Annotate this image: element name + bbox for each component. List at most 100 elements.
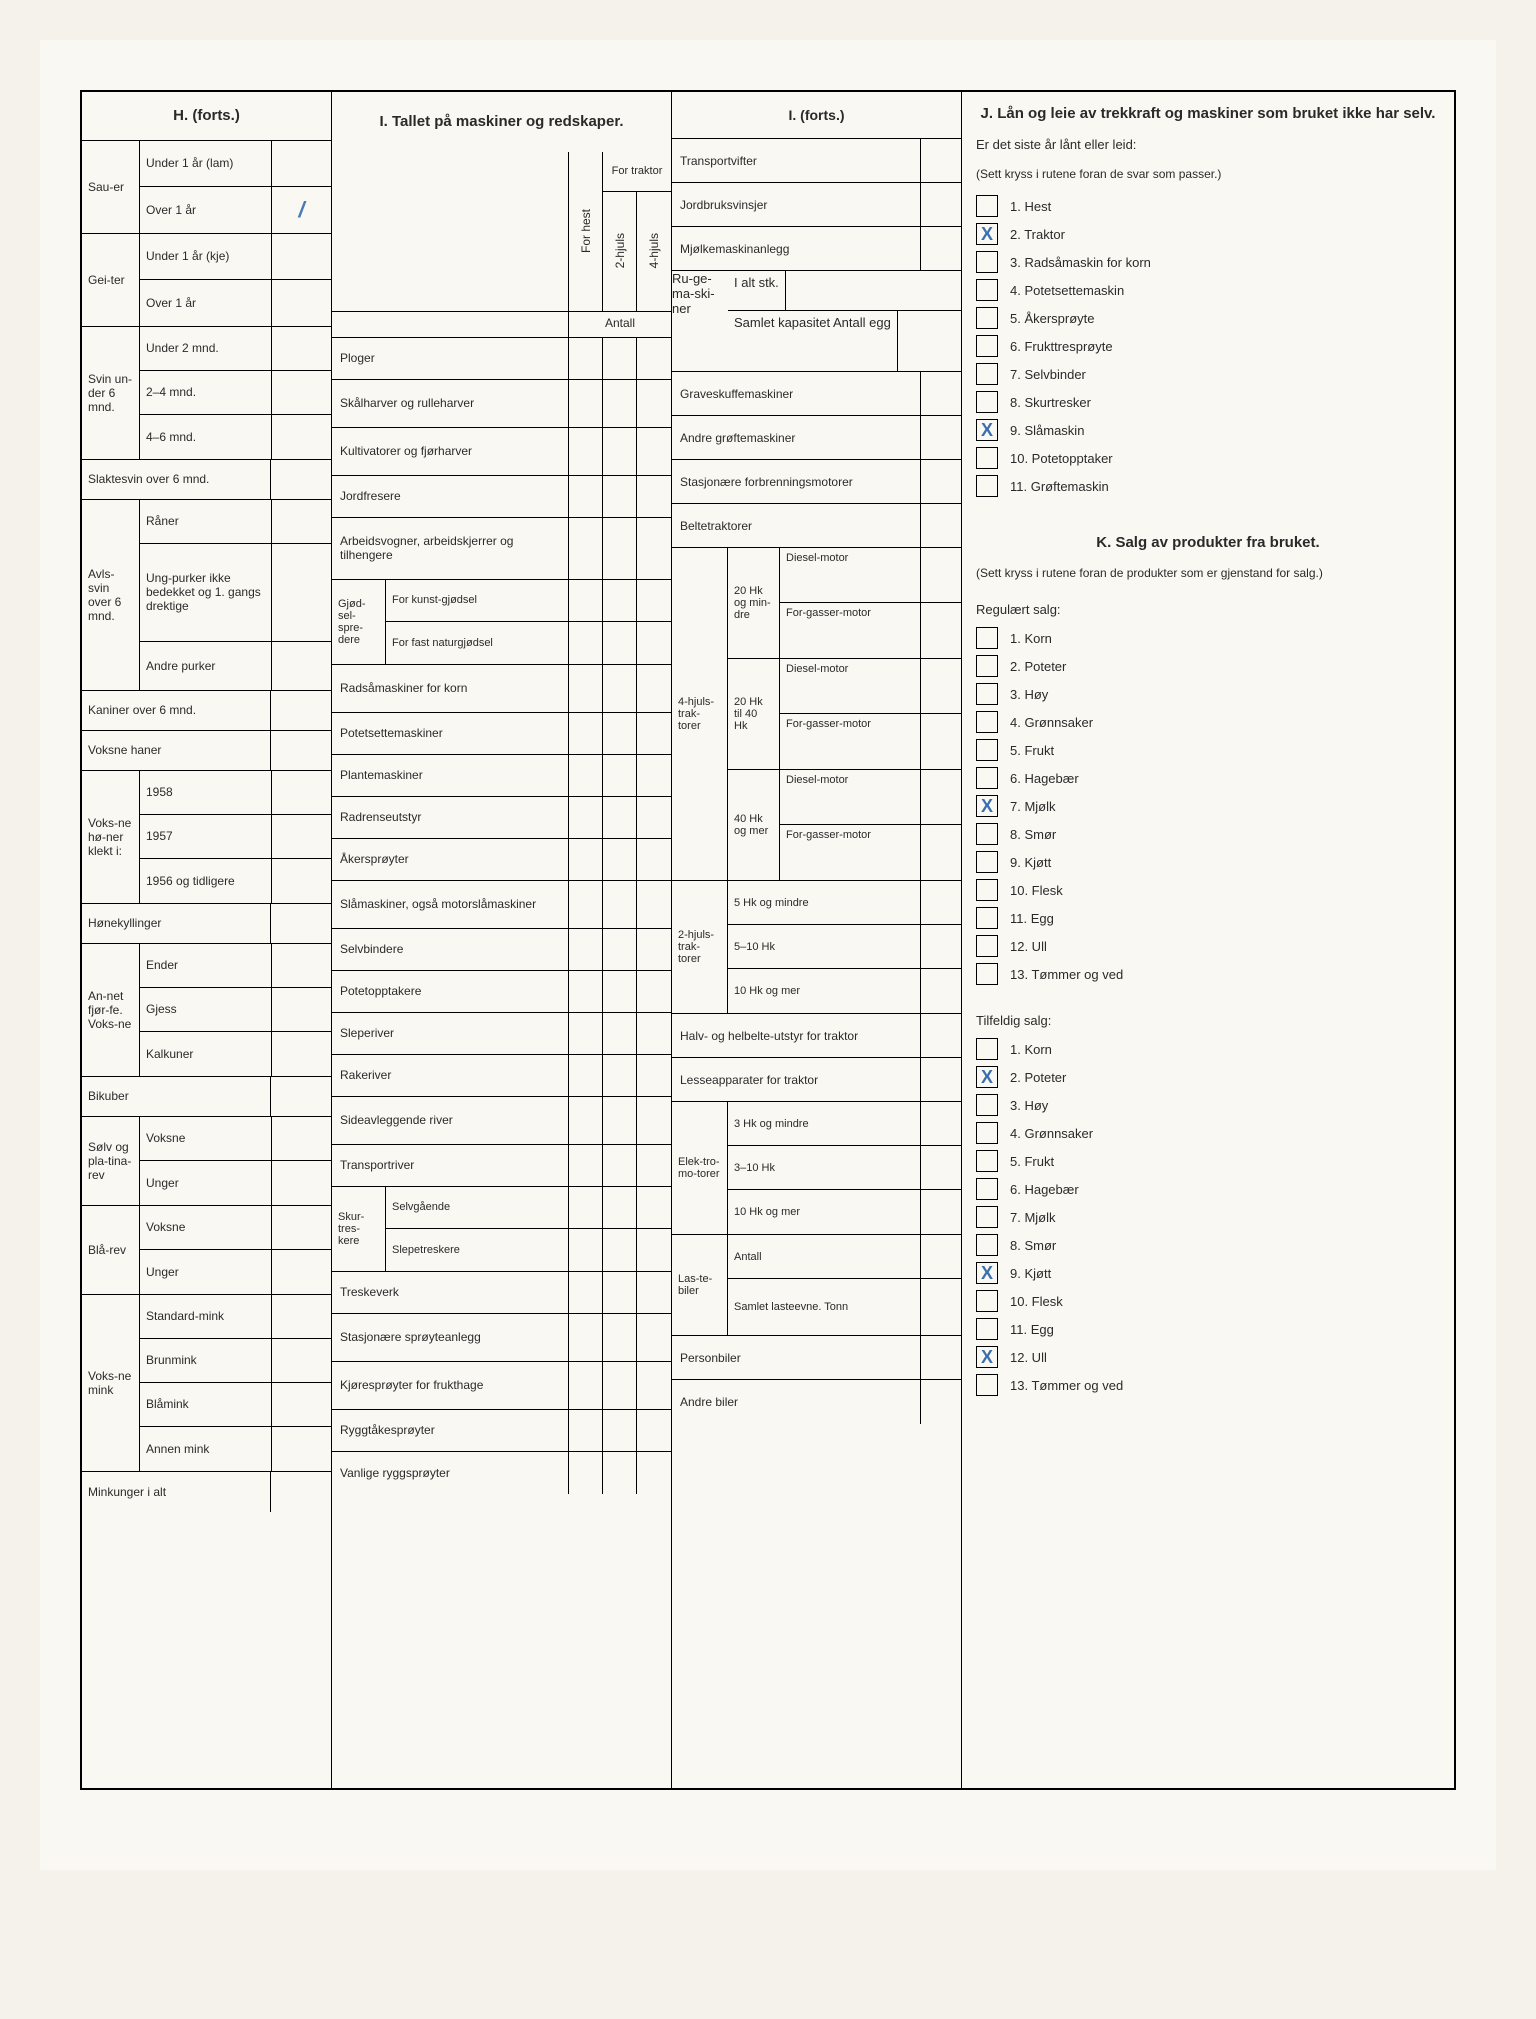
- checkbox[interactable]: [976, 1178, 998, 1200]
- value-cell[interactable]: [271, 1427, 331, 1471]
- value-cell[interactable]: [603, 929, 637, 970]
- value-cell[interactable]: [603, 797, 637, 838]
- value-cell[interactable]: [921, 1102, 961, 1145]
- value-cell[interactable]: [921, 603, 961, 658]
- value-cell[interactable]: [603, 881, 637, 928]
- value-cell[interactable]: [603, 1362, 637, 1409]
- checkbox[interactable]: [976, 1094, 998, 1116]
- value-cell[interactable]: [271, 371, 331, 414]
- value-cell[interactable]: [921, 1279, 961, 1335]
- value-cell[interactable]: [271, 642, 331, 690]
- value-cell[interactable]: [603, 839, 637, 880]
- value-cell[interactable]: [603, 338, 637, 379]
- value-cell[interactable]: [921, 925, 961, 968]
- checkbox[interactable]: [976, 1234, 998, 1256]
- checkbox[interactable]: [976, 655, 998, 677]
- value-cell[interactable]: [603, 1314, 637, 1361]
- checkbox[interactable]: X: [976, 419, 998, 441]
- value-cell[interactable]: [569, 338, 603, 379]
- value-cell[interactable]: [569, 971, 603, 1012]
- value-cell[interactable]: [921, 969, 961, 1013]
- value-cell[interactable]: [569, 1055, 603, 1096]
- value-cell[interactable]: [637, 1055, 671, 1096]
- checkbox[interactable]: [976, 627, 998, 649]
- value-cell[interactable]: [637, 971, 671, 1012]
- value-cell[interactable]: [569, 476, 603, 517]
- value-cell[interactable]: [271, 1295, 331, 1338]
- value-cell[interactable]: [569, 665, 603, 712]
- value-cell[interactable]: [637, 622, 671, 664]
- checkbox[interactable]: [976, 307, 998, 329]
- value-cell[interactable]: [271, 1032, 331, 1076]
- value-cell[interactable]: [569, 797, 603, 838]
- value-cell[interactable]: [921, 183, 961, 226]
- value-cell[interactable]: [637, 665, 671, 712]
- value-cell[interactable]: [637, 881, 671, 928]
- value-cell[interactable]: [637, 428, 671, 475]
- value-cell[interactable]: [569, 929, 603, 970]
- value-cell[interactable]: [637, 518, 671, 579]
- value-cell[interactable]: [921, 1058, 961, 1101]
- checkbox[interactable]: [976, 1206, 998, 1228]
- value-cell[interactable]: [603, 755, 637, 796]
- value-cell[interactable]: [898, 311, 938, 371]
- value-cell[interactable]: [271, 944, 331, 987]
- value-cell[interactable]: [271, 859, 331, 903]
- value-cell[interactable]: [637, 1452, 671, 1494]
- value-cell[interactable]: [569, 1362, 603, 1409]
- value-cell[interactable]: [603, 1097, 637, 1144]
- value-cell[interactable]: [569, 428, 603, 475]
- checkbox[interactable]: [976, 1038, 998, 1060]
- value-cell[interactable]: [271, 1339, 331, 1382]
- value-cell[interactable]: [271, 460, 331, 499]
- value-cell[interactable]: [637, 1410, 671, 1451]
- value-cell[interactable]: [603, 1410, 637, 1451]
- value-cell[interactable]: [271, 904, 331, 943]
- value-cell[interactable]: /: [271, 187, 331, 233]
- value-cell[interactable]: [271, 234, 331, 279]
- checkbox[interactable]: [976, 363, 998, 385]
- value-cell[interactable]: [569, 1314, 603, 1361]
- value-cell[interactable]: [569, 1452, 603, 1494]
- value-cell[interactable]: [921, 139, 961, 182]
- value-cell[interactable]: [637, 839, 671, 880]
- value-cell[interactable]: [786, 271, 826, 310]
- value-cell[interactable]: [637, 1097, 671, 1144]
- value-cell[interactable]: [271, 731, 331, 770]
- value-cell[interactable]: [569, 518, 603, 579]
- value-cell[interactable]: [569, 1229, 603, 1271]
- value-cell[interactable]: [637, 1229, 671, 1271]
- value-cell[interactable]: [603, 713, 637, 754]
- checkbox[interactable]: [976, 251, 998, 273]
- checkbox[interactable]: [976, 851, 998, 873]
- value-cell[interactable]: [271, 691, 331, 730]
- value-cell[interactable]: [921, 881, 961, 924]
- value-cell[interactable]: [921, 1190, 961, 1234]
- value-cell[interactable]: [603, 580, 637, 621]
- value-cell[interactable]: [569, 622, 603, 664]
- value-cell[interactable]: [637, 338, 671, 379]
- checkbox[interactable]: [976, 711, 998, 733]
- checkbox[interactable]: [976, 1374, 998, 1396]
- value-cell[interactable]: [637, 380, 671, 427]
- value-cell[interactable]: [569, 1187, 603, 1228]
- checkbox[interactable]: [976, 767, 998, 789]
- value-cell[interactable]: [569, 1097, 603, 1144]
- value-cell[interactable]: [637, 1314, 671, 1361]
- value-cell[interactable]: [603, 1452, 637, 1494]
- checkbox[interactable]: [976, 683, 998, 705]
- value-cell[interactable]: [271, 1117, 331, 1160]
- checkbox[interactable]: [976, 391, 998, 413]
- value-cell[interactable]: [603, 1145, 637, 1186]
- value-cell[interactable]: [271, 544, 331, 641]
- checkbox[interactable]: [976, 1290, 998, 1312]
- checkbox[interactable]: [976, 195, 998, 217]
- checkbox[interactable]: [976, 335, 998, 357]
- value-cell[interactable]: [603, 1013, 637, 1054]
- value-cell[interactable]: [271, 815, 331, 858]
- value-cell[interactable]: [271, 771, 331, 814]
- checkbox[interactable]: X: [976, 1346, 998, 1368]
- value-cell[interactable]: [603, 665, 637, 712]
- value-cell[interactable]: [569, 1272, 603, 1313]
- value-cell[interactable]: [921, 548, 961, 602]
